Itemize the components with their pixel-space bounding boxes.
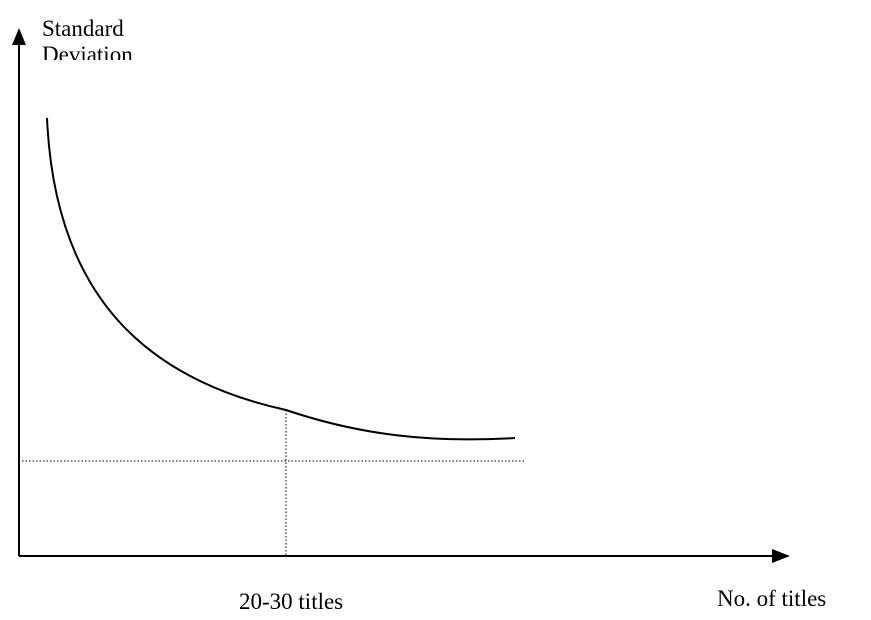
y-axis-arrowhead xyxy=(12,28,26,45)
x-axis-arrowhead xyxy=(772,549,790,563)
standard-deviation-curve xyxy=(46,117,516,441)
y-axis-label: Standard xyxy=(42,16,124,41)
x-marker-label: 20-30 titles xyxy=(239,589,344,614)
x-axis-label: No. of titles xyxy=(717,586,827,611)
y-axis-label-clipped: Deviation xyxy=(42,42,133,60)
